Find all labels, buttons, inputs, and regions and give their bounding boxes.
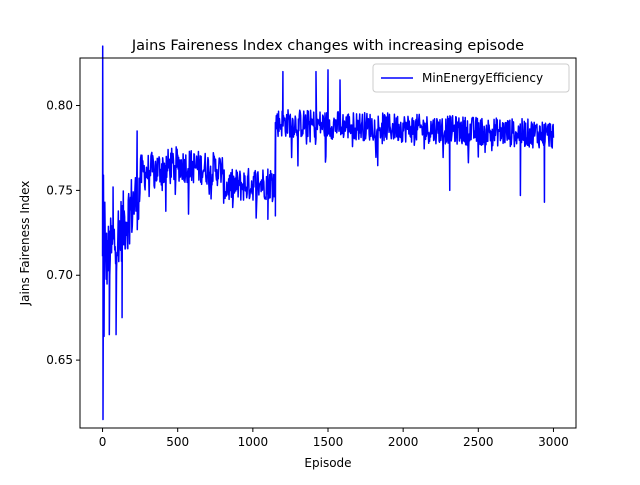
y-tick-label: 0.80 [46,99,73,113]
x-tick-label: 3000 [538,435,569,449]
x-tick-label: 1500 [313,435,344,449]
y-tick-label: 0.75 [46,183,73,197]
y-tick-label: 0.65 [46,353,73,367]
x-tick-label: 2000 [388,435,419,449]
series-line-minenergyefficiency [101,45,555,421]
x-tick-label: 1000 [238,435,269,449]
legend-box [372,63,570,93]
y-axis-label: Jains Faireness Index [18,181,32,307]
x-tick-label: 0 [99,435,107,449]
legend: MinEnergyEfficiency [372,63,570,93]
x-tick-label: 500 [166,435,189,449]
y-axis: 0.65 0.70 0.75 0.80 [46,99,80,367]
legend-label-minenergyefficiency: MinEnergyEfficiency [422,71,543,85]
y-tick-label: 0.70 [46,268,73,282]
x-axis: 0 500 1000 1500 2000 2500 3000 [99,428,569,449]
x-tick-label: 2500 [463,435,494,449]
x-axis-label: Episode [304,456,351,470]
plot-area [101,45,555,421]
chart-title: Jains Faireness Index changes with incre… [131,38,524,54]
